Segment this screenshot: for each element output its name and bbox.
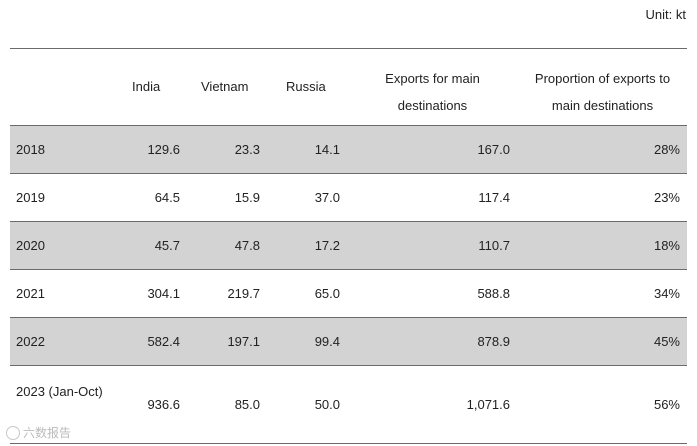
year-cell: 2020 bbox=[16, 238, 45, 253]
table-row: 2018 129.6 23.3 14.1 167.0 28% bbox=[10, 126, 687, 174]
exports-cell: 110.7 bbox=[478, 238, 510, 253]
russia-cell: 50.0 bbox=[314, 397, 340, 412]
watermark-text: 六数报告 bbox=[23, 426, 72, 440]
vietnam-cell: 47.8 bbox=[234, 238, 260, 253]
india-cell: 129.6 bbox=[147, 142, 180, 157]
header-exports: Exports for main destinations bbox=[385, 71, 480, 113]
header-proportion: Proportion of exports to main destinatio… bbox=[534, 71, 671, 113]
india-cell: 64.5 bbox=[154, 190, 180, 205]
year-cell: 2022 bbox=[16, 334, 45, 349]
table-row: 2021 304.1 219.7 65.0 588.8 34% bbox=[10, 270, 687, 318]
exports-cell: 588.8 bbox=[477, 286, 510, 301]
proportion-cell: 23% bbox=[653, 190, 680, 205]
exports-cell: 167.0 bbox=[477, 142, 510, 157]
watermark-logo-icon bbox=[6, 425, 20, 440]
table-row: 2020 45.7 47.8 17.2 110.7 18% bbox=[10, 222, 687, 270]
table-row: 2022 582.4 197.1 99.4 878.9 45% bbox=[10, 318, 687, 366]
header-india: India bbox=[132, 79, 161, 94]
proportion-cell: 18% bbox=[653, 238, 680, 253]
russia-cell: 37.0 bbox=[314, 190, 340, 205]
proportion-cell: 56% bbox=[653, 397, 680, 412]
header-vietnam: Vietnam bbox=[201, 79, 249, 94]
vietnam-cell: 219.7 bbox=[227, 286, 260, 301]
year-cell: 2021 bbox=[16, 286, 45, 301]
year-cell: 2019 bbox=[16, 190, 45, 205]
table-row: 2019 64.5 15.9 37.0 117.4 23% bbox=[10, 174, 687, 222]
vietnam-cell: 85.0 bbox=[234, 397, 260, 412]
data-table: India Vietnam Russia Exports for main de… bbox=[10, 48, 687, 444]
table-top-rule bbox=[10, 48, 687, 49]
table-header-row: India Vietnam Russia Exports for main de… bbox=[10, 49, 687, 126]
india-cell: 304.1 bbox=[147, 286, 180, 301]
russia-cell: 65.0 bbox=[314, 286, 340, 301]
india-cell: 45.7 bbox=[154, 238, 180, 253]
russia-cell: 17.2 bbox=[314, 238, 340, 253]
proportion-cell: 28% bbox=[653, 142, 680, 157]
russia-cell: 99.4 bbox=[314, 334, 340, 349]
russia-cell: 14.1 bbox=[314, 142, 340, 157]
exports-cell: 117.4 bbox=[478, 190, 510, 205]
proportion-cell: 34% bbox=[653, 286, 680, 301]
header-russia: Russia bbox=[286, 79, 326, 94]
table-row: 2023 (Jan-Oct) 936.6 85.0 50.0 1,071.6 5… bbox=[10, 366, 687, 444]
vietnam-cell: 23.3 bbox=[234, 142, 260, 157]
vietnam-cell: 197.1 bbox=[227, 334, 260, 349]
india-cell: 582.4 bbox=[147, 334, 180, 349]
exports-cell: 878.9 bbox=[477, 334, 510, 349]
watermark: 六数报告 bbox=[6, 424, 71, 441]
year-cell: 2018 bbox=[16, 142, 45, 157]
proportion-cell: 45% bbox=[653, 334, 680, 349]
india-cell: 936.6 bbox=[147, 397, 180, 412]
unit-label: Unit: kt bbox=[645, 7, 686, 22]
vietnam-cell: 15.9 bbox=[234, 190, 260, 205]
exports-cell: 1,071.6 bbox=[466, 397, 510, 412]
year-cell: 2023 (Jan-Oct) bbox=[16, 384, 103, 399]
